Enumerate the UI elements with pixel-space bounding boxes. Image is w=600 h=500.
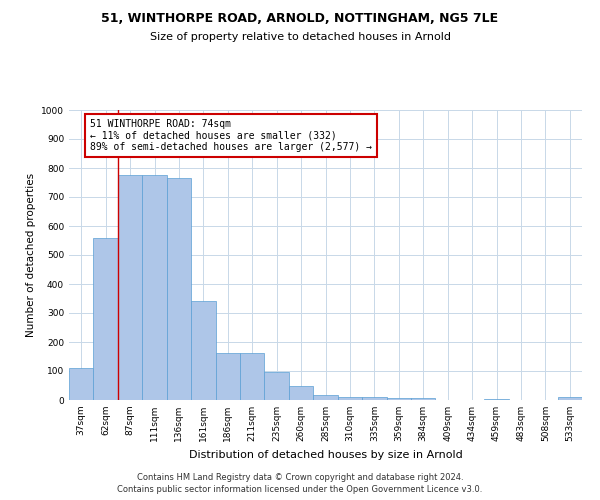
Text: Contains public sector information licensed under the Open Government Licence v3: Contains public sector information licen… bbox=[118, 485, 482, 494]
Bar bbox=[386, 398, 411, 400]
Bar bbox=[215, 353, 240, 400]
Text: 51, WINTHORPE ROAD, ARNOLD, NOTTINGHAM, NG5 7LE: 51, WINTHORPE ROAD, ARNOLD, NOTTINGHAM, … bbox=[101, 12, 499, 26]
Bar bbox=[557, 397, 582, 400]
Bar bbox=[338, 396, 362, 400]
Bar bbox=[94, 238, 118, 400]
Bar bbox=[167, 178, 191, 400]
Bar bbox=[411, 398, 436, 400]
Text: 51 WINTHORPE ROAD: 74sqm
← 11% of detached houses are smaller (332)
89% of semi-: 51 WINTHORPE ROAD: 74sqm ← 11% of detach… bbox=[90, 118, 372, 152]
Y-axis label: Number of detached properties: Number of detached properties bbox=[26, 173, 35, 337]
Bar bbox=[289, 386, 313, 400]
Bar bbox=[265, 372, 289, 400]
Bar bbox=[142, 176, 167, 400]
Bar bbox=[313, 395, 338, 400]
X-axis label: Distribution of detached houses by size in Arnold: Distribution of detached houses by size … bbox=[188, 450, 463, 460]
Bar bbox=[191, 302, 215, 400]
Bar bbox=[362, 397, 386, 400]
Text: Size of property relative to detached houses in Arnold: Size of property relative to detached ho… bbox=[149, 32, 451, 42]
Bar bbox=[484, 398, 509, 400]
Bar bbox=[69, 368, 94, 400]
Bar bbox=[118, 176, 142, 400]
Bar bbox=[240, 353, 265, 400]
Text: Contains HM Land Registry data © Crown copyright and database right 2024.: Contains HM Land Registry data © Crown c… bbox=[137, 472, 463, 482]
